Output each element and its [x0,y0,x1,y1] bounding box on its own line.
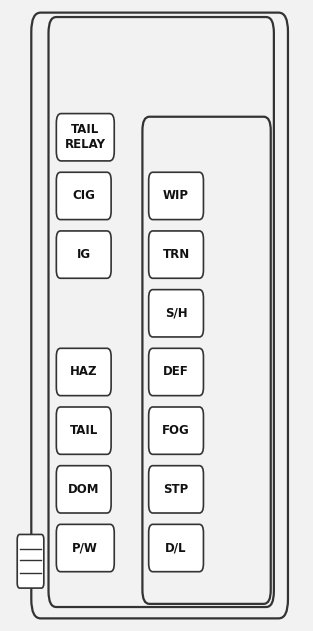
FancyBboxPatch shape [149,524,203,572]
Text: TAIL: TAIL [69,424,98,437]
FancyBboxPatch shape [149,348,203,396]
FancyBboxPatch shape [149,172,203,220]
Text: WIP: WIP [163,189,189,203]
Text: FOG: FOG [162,424,190,437]
FancyBboxPatch shape [56,348,111,396]
FancyBboxPatch shape [56,407,111,454]
FancyBboxPatch shape [56,466,111,513]
FancyBboxPatch shape [17,534,44,588]
Text: D/L: D/L [165,541,187,555]
Text: TRN: TRN [162,248,190,261]
FancyBboxPatch shape [31,13,288,618]
FancyBboxPatch shape [56,114,114,161]
FancyBboxPatch shape [49,17,274,607]
FancyBboxPatch shape [56,524,114,572]
FancyBboxPatch shape [149,231,203,278]
Text: HAZ: HAZ [70,365,97,379]
Text: DOM: DOM [68,483,100,496]
Text: P/W: P/W [72,541,98,555]
Text: S/H: S/H [165,307,187,320]
FancyBboxPatch shape [56,231,111,278]
FancyBboxPatch shape [56,172,111,220]
Text: TAIL
RELAY: TAIL RELAY [65,123,106,151]
FancyBboxPatch shape [149,466,203,513]
Text: STP: STP [163,483,189,496]
Text: DEF: DEF [163,365,189,379]
Text: CIG: CIG [72,189,95,203]
FancyBboxPatch shape [149,290,203,337]
FancyBboxPatch shape [142,117,271,604]
Text: IG: IG [77,248,91,261]
FancyBboxPatch shape [149,407,203,454]
